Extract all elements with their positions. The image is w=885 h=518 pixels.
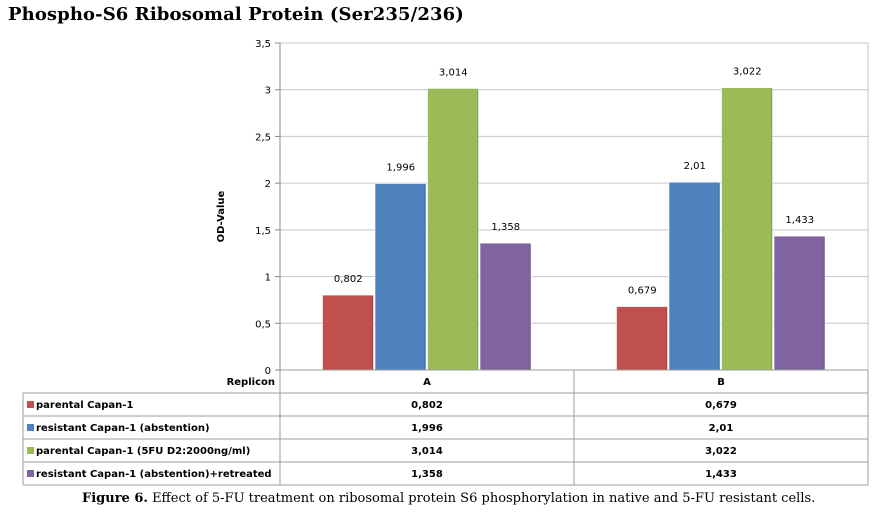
legend-label: parental Capan-1 (5FU D2:2000ng/ml) xyxy=(36,446,250,457)
table-header-label: Replicon xyxy=(227,377,275,388)
bar xyxy=(427,88,479,371)
y-tick-label: 1 xyxy=(265,273,271,284)
legend-label: parental Capan-1 xyxy=(36,400,133,411)
legend-label: resistant Capan-1 (abstention)+retreated xyxy=(36,469,272,480)
chart: 0 0,5 1 1,5 2 2,5 3 3,5 OD-Value 0,802 1,996 3,014 1… xyxy=(22,39,869,486)
bar xyxy=(322,294,374,371)
bar xyxy=(616,306,668,371)
bar-data-label: 1,358 xyxy=(491,222,520,233)
y-axis-label: OD-Value xyxy=(216,190,227,242)
legend-swatch xyxy=(27,470,34,477)
table-cell-value: 0,802 xyxy=(411,400,443,411)
table-category-label: B xyxy=(717,377,725,388)
bar-shade xyxy=(718,183,720,370)
figure-caption-label: Figure 6. xyxy=(82,491,148,506)
bar-data-label: 0,679 xyxy=(628,286,657,297)
y-tick-label: 1,5 xyxy=(255,226,271,237)
bar-data-label: 1,433 xyxy=(785,215,814,226)
y-tick-label: 2 xyxy=(265,179,271,190)
bar-data-label: 0,802 xyxy=(334,274,363,285)
y-tick-label: 0 xyxy=(265,366,271,377)
figure-caption-text: Effect of 5-FU treatment on ribosomal pr… xyxy=(147,491,816,506)
table-cell-value: 0,679 xyxy=(705,400,737,411)
bar-data-label: 3,014 xyxy=(439,67,468,78)
y-tick-label: 2,5 xyxy=(255,132,271,143)
table-cell-value: 3,022 xyxy=(705,446,737,457)
bar-data-label: 3,022 xyxy=(733,67,762,78)
bar xyxy=(668,181,721,371)
bar-shade xyxy=(424,184,426,370)
page-title: Phospho-S6 Ribosomal Protein (Ser235/236… xyxy=(8,4,464,25)
table-cell-value: 1,358 xyxy=(411,469,443,480)
y-tick-label: 0,5 xyxy=(255,319,271,330)
bar xyxy=(721,87,773,371)
bar-shade xyxy=(666,307,668,370)
legend-swatch xyxy=(27,401,34,408)
bar-data-label: 2,01 xyxy=(684,161,706,172)
y-tick-label: 3 xyxy=(265,86,271,97)
bar-shade xyxy=(771,88,773,370)
legend-swatch xyxy=(27,447,34,454)
bar xyxy=(773,235,826,371)
bar-shade xyxy=(823,237,825,370)
bar xyxy=(479,242,532,371)
bar-data-label: 1,996 xyxy=(386,163,415,174)
legend-swatch xyxy=(27,424,34,431)
y-tick-label: 3,5 xyxy=(255,39,271,50)
figure-caption: Figure 6. Effect of 5-FU treatment on ri… xyxy=(82,491,815,506)
table-cell-value: 2,01 xyxy=(709,423,734,434)
legend-label: resistant Capan-1 (abstention) xyxy=(36,423,210,434)
bar-shade xyxy=(529,244,531,370)
bar-shade xyxy=(372,296,374,370)
table-cell-value: 1,433 xyxy=(705,469,737,480)
table-category-label: A xyxy=(423,377,431,388)
table-cell-value: 1,996 xyxy=(411,423,443,434)
bar xyxy=(374,183,427,371)
table-cell-value: 3,014 xyxy=(411,446,443,457)
bar-shade xyxy=(477,89,479,371)
